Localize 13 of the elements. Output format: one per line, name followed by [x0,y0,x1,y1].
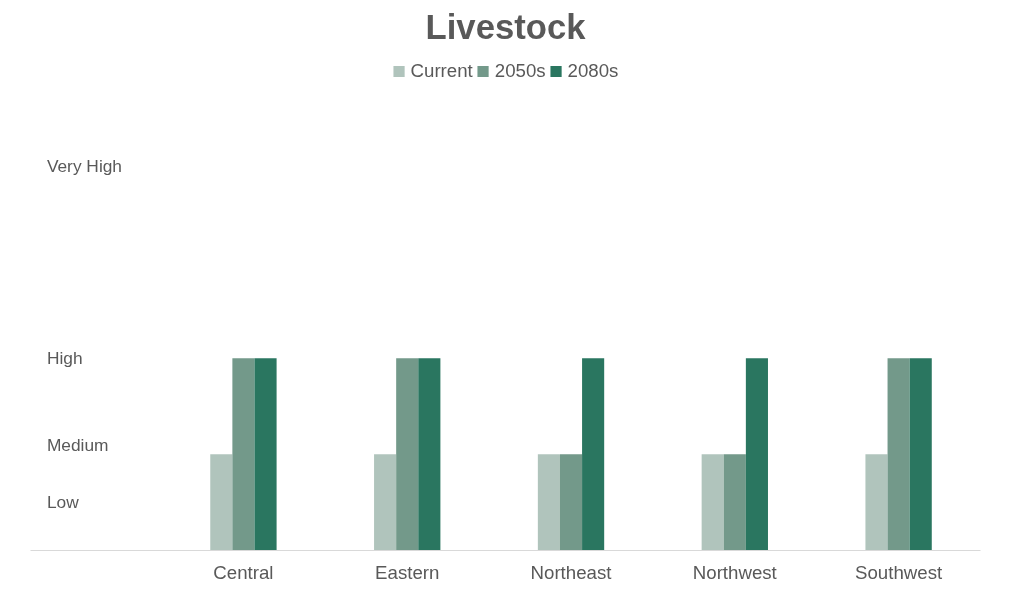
x-tick-label: Central [213,561,274,583]
legend-label: 2050s [494,60,546,82]
legend-label: 2080s [567,60,619,82]
x-tick-label: Southwest [855,561,943,583]
x-tick-label: Northeast [530,561,613,583]
annotation: Low [46,492,80,513]
text: Very High [46,155,123,176]
x-tick-label: Northwest [692,561,778,583]
legend-label: Current [410,60,473,82]
chart-title: Livestock [425,7,587,46]
annotation: High [46,348,83,369]
annotation: Medium [46,434,109,455]
x-tick-label: Eastern [375,561,440,583]
